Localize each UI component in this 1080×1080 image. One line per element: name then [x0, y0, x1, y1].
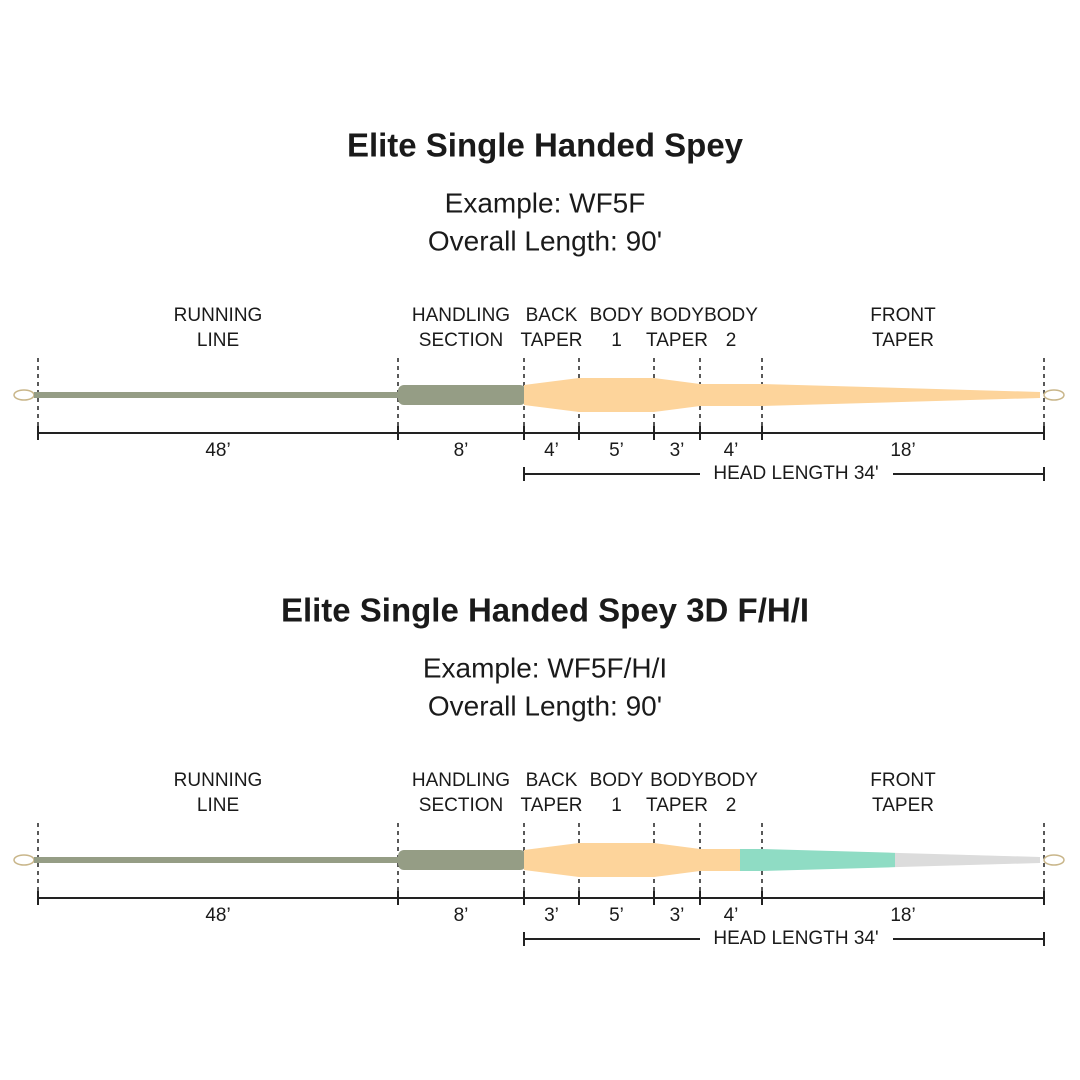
section-label: BACK — [526, 305, 578, 326]
section-label: LINE — [197, 795, 239, 816]
length-label: 4’ — [724, 440, 739, 461]
section-label: BODY — [704, 305, 758, 326]
running-line — [34, 857, 402, 863]
section-label: TAPER — [521, 330, 583, 351]
length-label: 3’ — [670, 905, 685, 926]
clear-tip — [895, 852, 1040, 868]
title: Elite Single Handed Spey 3D F/H/I — [281, 592, 809, 629]
length-label: 4’ — [724, 905, 739, 926]
loop — [1043, 854, 1065, 866]
section-label: HANDLING — [412, 305, 510, 326]
section-label: HANDLING — [412, 770, 510, 791]
overall-length: Overall Length: 90' — [428, 690, 662, 721]
section-label: TAPER — [646, 330, 708, 351]
overall-length: Overall Length: 90' — [428, 225, 662, 256]
head-length: HEAD LENGTH 34' — [713, 463, 878, 484]
section-label: 2 — [726, 795, 737, 816]
section-label: BODY — [650, 770, 704, 791]
section-label: LINE — [197, 330, 239, 351]
section-label: BODY — [650, 305, 704, 326]
head-length: HEAD LENGTH 34' — [713, 928, 878, 949]
example: Example: WF5F/H/I — [423, 652, 667, 683]
length-label: 8’ — [454, 440, 469, 461]
section-label: 1 — [611, 795, 622, 816]
section-label: TAPER — [872, 795, 934, 816]
section-label: RUNNING — [174, 770, 263, 791]
section-label: 2 — [726, 330, 737, 351]
section-label: SECTION — [419, 795, 503, 816]
section-label: SECTION — [419, 330, 503, 351]
length-label: 48’ — [205, 440, 230, 461]
title: Elite Single Handed Spey — [347, 127, 744, 164]
loop — [13, 854, 35, 866]
length-label: 5’ — [609, 440, 624, 461]
section-label: BODY — [590, 770, 644, 791]
length-label: 5’ — [609, 905, 624, 926]
section-label: BODY — [704, 770, 758, 791]
length-label: 8’ — [454, 905, 469, 926]
loop — [1043, 389, 1065, 401]
running-line — [34, 392, 402, 398]
section-label: TAPER — [872, 330, 934, 351]
handling-section — [398, 850, 526, 870]
head — [524, 378, 1040, 412]
example: Example: WF5F — [445, 187, 646, 218]
section-label: RUNNING — [174, 305, 263, 326]
intermediate-tip — [740, 849, 895, 871]
length-label: 18’ — [890, 905, 915, 926]
handling-section — [398, 385, 526, 405]
section-label: BACK — [526, 770, 578, 791]
section-label: TAPER — [521, 795, 583, 816]
section-label: FRONT — [870, 305, 936, 326]
length-label: 3’ — [544, 905, 559, 926]
section-label: 1 — [611, 330, 622, 351]
loop — [13, 389, 35, 401]
length-label: 18’ — [890, 440, 915, 461]
head — [524, 843, 740, 877]
section-label: BODY — [590, 305, 644, 326]
section-label: FRONT — [870, 770, 936, 791]
section-label: TAPER — [646, 795, 708, 816]
length-label: 4’ — [544, 440, 559, 461]
length-label: 48’ — [205, 905, 230, 926]
length-label: 3’ — [670, 440, 685, 461]
